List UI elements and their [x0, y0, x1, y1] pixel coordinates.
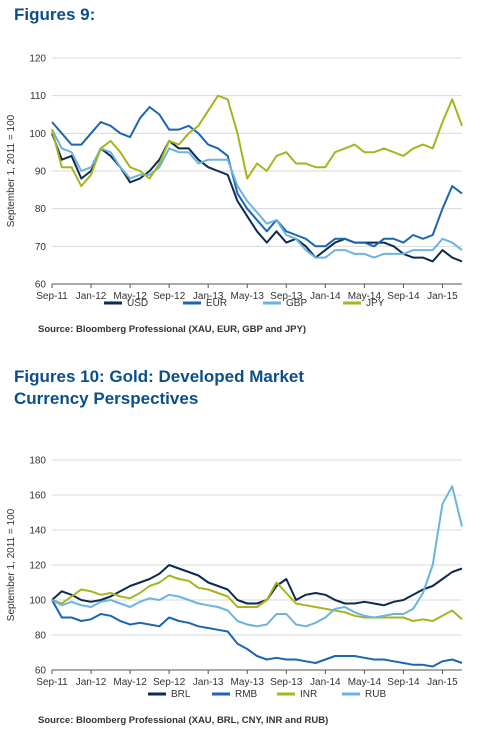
figure-10-title: Figures 10: Gold: Developed Market Curre… — [14, 367, 305, 408]
fig9-x-tick-label: Sep-13 — [270, 291, 303, 302]
fig10-y-tick-label: 120 — [29, 561, 46, 572]
fig9-legend: USD EUR GBP JPY — [104, 298, 385, 309]
fig10-legend-label-rub: RUB — [365, 689, 386, 700]
fig9-y-tick-label: 80 — [35, 204, 47, 215]
fig9-x-tick-label: May-14 — [348, 291, 382, 302]
fig9-y-tick-label: 110 — [30, 91, 46, 102]
fig9-y-axis-title: September 1, 2011 = 100 — [6, 114, 17, 227]
fig10-x-tick-label: May-14 — [348, 677, 382, 688]
fig9-x-axis: Sep-11 Jan-12 May-12 Sep-12 Jan-13 May-13 Sep-… — [36, 283, 462, 302]
fig10-x-tick-label: May-12 — [113, 677, 147, 688]
fig9-y-tick-label: 60 — [35, 280, 47, 291]
fig10-x-tick-label: Sep-12 — [153, 677, 186, 688]
fig9-x-tick-label: Jan-14 — [310, 291, 341, 302]
fig10-y-tick-label: 140 — [29, 526, 46, 537]
figure-10-chart: 60 80 100 120 140 160 180 September 1, 2011 = 1… — [6, 456, 463, 700]
fig9-y-tick-label: 120 — [29, 54, 46, 65]
fig9-legend-label-jpy: JPY — [366, 298, 385, 309]
fig9-legend-label-gbp: GBP — [286, 298, 307, 309]
fig10-legend-label-brl: BRL — [171, 689, 191, 700]
figure-10-source: Source: Bloomberg Professional (XAU, BRL… — [38, 715, 329, 726]
fig9-series-jpy — [51, 94, 463, 188]
fig9-x-tick-label: Sep-12 — [153, 291, 186, 302]
fig10-x-tick-label: Sep-13 — [270, 677, 303, 688]
fig10-legend: BRL RMB INR RUB — [148, 689, 386, 700]
fig10-legend-label-inr: INR — [300, 689, 317, 700]
fig10-x-tick-label: Jan-12 — [76, 677, 107, 688]
fig10-x-tick-label: Jan-15 — [427, 677, 458, 688]
fig9-x-tick-label: Jan-15 — [427, 291, 458, 302]
fig9-y-tick-label: 70 — [35, 242, 47, 253]
fig9-x-tick-label: May-12 — [113, 291, 147, 302]
fig9-y-tick-label: 100 — [29, 129, 46, 140]
fig9-legend-label-eur: EUR — [206, 298, 227, 309]
fig9-x-tick-label: Sep-11 — [36, 291, 68, 302]
fig9-y-tick-label: 90 — [35, 167, 47, 178]
fig10-series-rmb — [51, 599, 463, 668]
figure-9-title: Figures 9: — [14, 5, 96, 24]
fig9-x-tick-label: Jan-12 — [76, 291, 107, 302]
fig10-series-brl — [51, 564, 463, 607]
fig10-series-rub — [51, 485, 463, 628]
fig10-y-tick-label: 160 — [29, 491, 46, 502]
figure-9-chart: 60 70 80 90 100 110 120 September 1, 2011 = 100… — [6, 54, 463, 309]
fig10-y-tick-label: 80 — [35, 631, 47, 642]
fig10-y-axis: 60 80 100 120 140 160 180 — [29, 456, 462, 677]
fig10-series-group — [51, 485, 463, 668]
fig9-series-group — [51, 94, 463, 263]
fig10-x-tick-label: Jan-13 — [193, 677, 224, 688]
fig10-x-tick-label: May-13 — [231, 677, 265, 688]
fig9-legend-label-usd: USD — [127, 298, 148, 309]
fig10-legend-label-rmb: RMB — [235, 689, 258, 700]
fig10-y-tick-label: 100 — [29, 596, 46, 607]
fig10-series-inr — [51, 574, 463, 622]
fig9-x-tick-label: Jan-13 — [193, 291, 224, 302]
fig9-x-tick-label: Sep-14 — [387, 291, 420, 302]
fig10-x-axis: Sep-11 Jan-12 May-12 Sep-12 Jan-13 May-13 Sep-… — [36, 669, 462, 688]
fig10-y-tick-label: 180 — [29, 456, 46, 467]
fig10-y-tick-label: 60 — [35, 666, 47, 677]
fig9-series-eur — [51, 106, 463, 248]
fig10-x-tick-label: Sep-14 — [387, 677, 420, 688]
fig9-series-gbp — [51, 129, 463, 259]
fig10-x-tick-label: Jan-14 — [310, 677, 341, 688]
fig10-y-axis-title: September 1, 2011 = 100 — [6, 508, 17, 621]
fig10-x-tick-label: Sep-11 — [36, 677, 68, 688]
figure-9-source: Source: Bloomberg Professional (XAU, EUR… — [38, 324, 306, 335]
fig9-x-tick-label: May-13 — [231, 291, 265, 302]
